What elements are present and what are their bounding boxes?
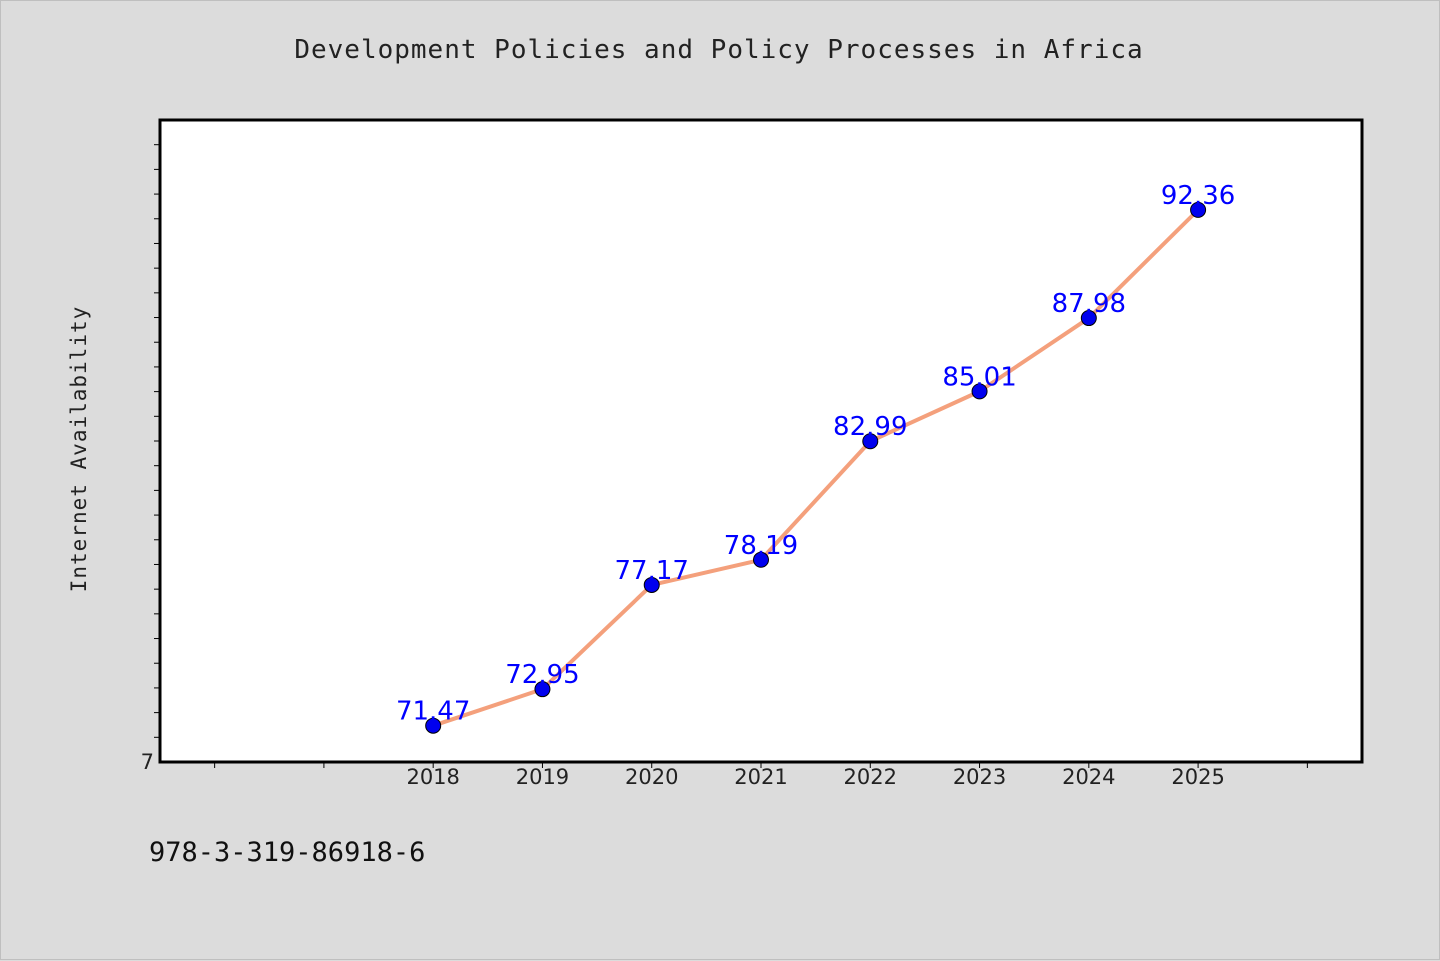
data-point xyxy=(643,576,660,593)
y-tick-label: 7 xyxy=(141,750,154,774)
series-line xyxy=(432,208,1200,728)
data-label: 78.19 xyxy=(724,531,798,561)
x-tick-label: 2020 xyxy=(625,765,678,789)
data-label: 87.98 xyxy=(1052,289,1126,319)
x-tick-label: 2019 xyxy=(516,765,569,789)
data-label: 92.36 xyxy=(1161,181,1235,211)
y-axis-ticks: 7 xyxy=(141,144,160,774)
data-point xyxy=(425,717,442,734)
data-label: 82.99 xyxy=(833,412,907,442)
x-axis-ticks: 2018 2019 2020 2021 2022 2023 2024 2025 xyxy=(214,762,1308,789)
plot-area xyxy=(158,118,1364,764)
series-layer: 71.47 72.95 77.17 78.19 82.99 85.01 87.98 92.36 xyxy=(396,181,1235,734)
data-point xyxy=(534,681,551,698)
data-label: 72.95 xyxy=(505,660,579,690)
isbn-text: 978-3-319-86918-6 xyxy=(149,837,426,868)
data-point xyxy=(862,433,879,450)
data-point xyxy=(753,551,769,568)
x-tick-label: 2025 xyxy=(1171,765,1224,789)
data-point xyxy=(971,383,988,400)
x-tick-label: 2022 xyxy=(844,765,897,789)
x-tick-label: 2021 xyxy=(734,765,787,789)
data-point xyxy=(1080,310,1097,327)
data-label: 77.17 xyxy=(615,556,689,586)
x-tick-label: 2024 xyxy=(1062,765,1115,789)
x-tick-label: 2018 xyxy=(406,765,459,789)
data-label: 71.47 xyxy=(396,697,470,727)
data-point xyxy=(1190,201,1207,218)
data-label: 85.01 xyxy=(942,362,1016,392)
x-tick-label: 2023 xyxy=(953,765,1006,789)
chart-title: Development Policies and Policy Processe… xyxy=(294,35,1144,65)
